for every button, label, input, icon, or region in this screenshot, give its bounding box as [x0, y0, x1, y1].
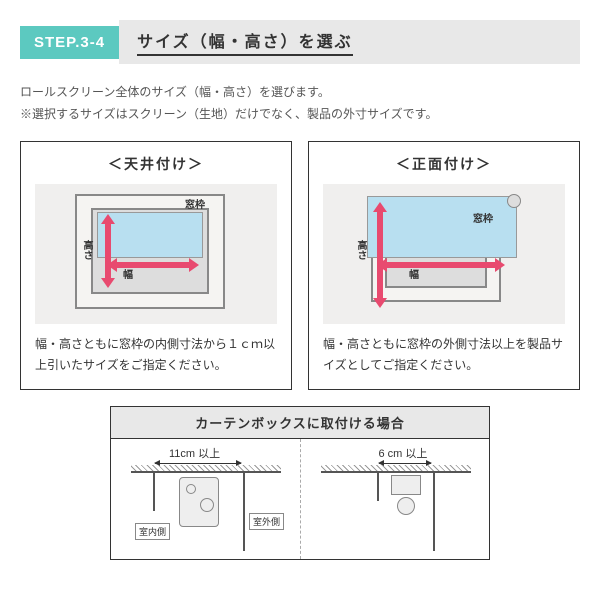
roll-icon	[507, 194, 521, 208]
label-frame: 窓枠	[473, 210, 493, 225]
arrow-width-icon	[385, 262, 497, 268]
panel-ceiling: ＜天井付け＞ 窓枠 高さ 幅 幅・高さともに窓枠の内側寸法から１ｃｍ以上引いたサ…	[20, 141, 292, 390]
intro-text: ロールスクリーン全体のサイズ（幅・高さ）を選びます。 ※選択するサイズはスクリー…	[20, 82, 580, 125]
panel-ceiling-desc: 幅・高さともに窓枠の内側寸法から１ｃｍ以上引いたサイズをご指定ください。	[35, 334, 277, 375]
label-width: 幅	[409, 266, 419, 281]
box-right: 6 cm 以上	[301, 439, 490, 559]
box-wall-icon	[377, 471, 379, 501]
label-height: 高さ	[353, 240, 368, 260]
meas-right: 6 cm 以上	[379, 445, 428, 461]
step-header: STEP.3-4 サイズ（幅・高さ）を選ぶ	[20, 20, 580, 64]
meas-line-icon	[155, 463, 241, 464]
bracket-icon	[391, 475, 421, 495]
diagram-ceiling: 窓枠 高さ 幅	[35, 184, 277, 324]
step-title-wrap: サイズ（幅・高さ）を選ぶ	[119, 20, 580, 64]
curtain-box-title: カーテンボックスに取付ける場合	[111, 407, 489, 439]
label-frame: 窓枠	[185, 196, 205, 211]
meas-left: 11cm 以上	[169, 445, 220, 461]
box-wall-icon	[433, 471, 435, 551]
curtain-box-section: カーテンボックスに取付ける場合 11cm 以上 室内側 室外側 6 cm 以上	[110, 406, 490, 560]
panels-row: ＜天井付け＞ 窓枠 高さ 幅 幅・高さともに窓枠の内側寸法から１ｃｍ以上引いたサ…	[20, 141, 580, 390]
label-height: 高さ	[79, 240, 94, 260]
panel-front: ＜正面付け＞ 窓枠 高さ 幅 幅・高さともに窓枠の外側寸法以上を製品サイズとして…	[308, 141, 580, 390]
panel-front-title: ＜正面付け＞	[323, 154, 565, 174]
arrow-height-icon	[377, 210, 383, 300]
step-badge: STEP.3-4	[20, 26, 119, 59]
intro-line2: ※選択するサイズはスクリーン（生地）だけでなく、製品の外寸サイズです。	[20, 104, 580, 126]
step-title: サイズ（幅・高さ）を選ぶ	[137, 28, 353, 56]
ceiling-line-icon	[321, 471, 471, 473]
intro-line1: ロールスクリーン全体のサイズ（幅・高さ）を選びます。	[20, 82, 580, 104]
roll-icon	[397, 497, 415, 515]
box-wall-icon	[243, 471, 245, 551]
bracket-icon	[179, 477, 219, 527]
tag-outside: 室外側	[249, 513, 284, 530]
blind-icon	[367, 196, 517, 258]
tag-inside: 室内側	[135, 523, 170, 540]
panel-ceiling-title: ＜天井付け＞	[35, 154, 277, 174]
curtain-box-body: 11cm 以上 室内側 室外側 6 cm 以上	[111, 439, 489, 559]
meas-line-icon	[379, 463, 431, 464]
box-wall-icon	[153, 471, 155, 511]
panel-front-desc: 幅・高さともに窓枠の外側寸法以上を製品サイズとしてご指定ください。	[323, 334, 565, 375]
box-left: 11cm 以上 室内側 室外側	[111, 439, 301, 559]
diagram-front: 窓枠 高さ 幅	[323, 184, 565, 324]
label-width: 幅	[123, 266, 133, 281]
hatch-icon	[321, 465, 471, 471]
